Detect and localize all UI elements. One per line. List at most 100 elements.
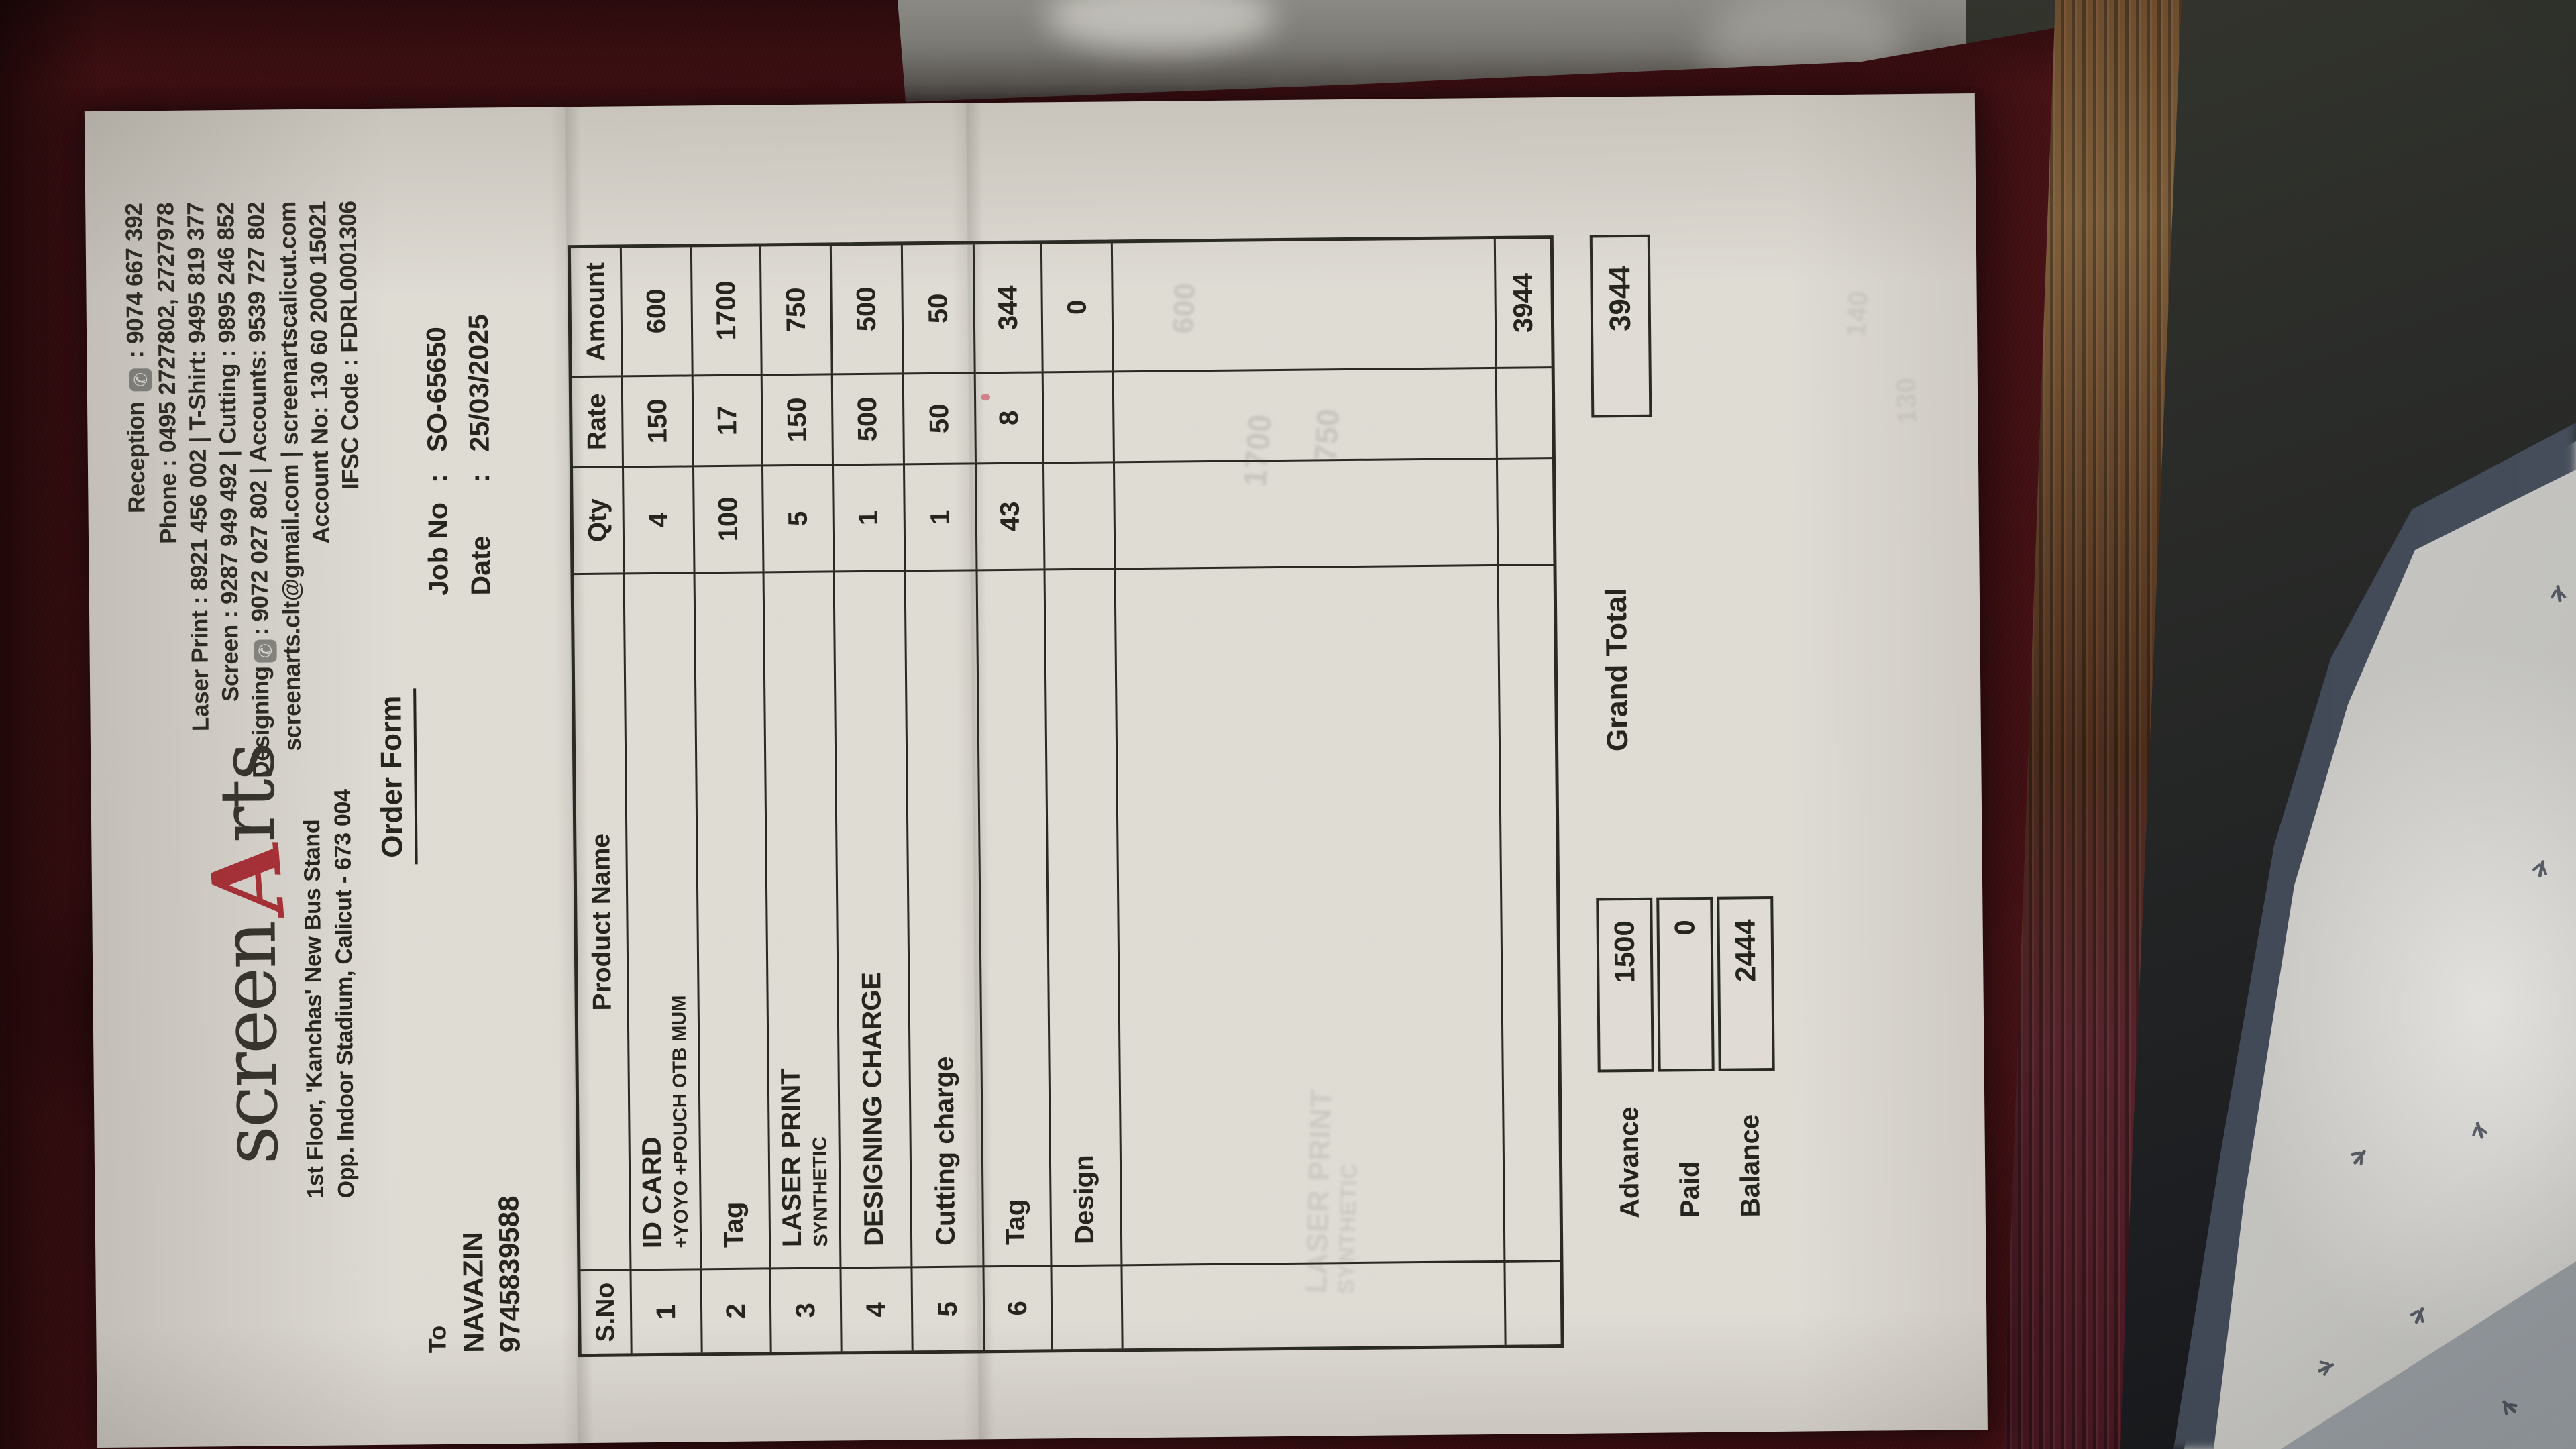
job-no-label: Job No [422,502,454,596]
product-subtext: SYNTHETIC [809,1136,833,1247]
col-header-rate: Rate [572,375,624,467]
contact-block: Reception ✆ : 9074 667 392 Phone : 0495 … [119,201,368,780]
cell-qty: 43 [976,462,1046,570]
cell-rate: 17 [693,374,763,466]
cell-product: Tag [977,568,1053,1266]
date-label: Date [464,535,496,596]
cell-product: DESIGNING CHARGE [835,570,913,1267]
col-header-qty: Qty [572,466,625,574]
cell-product: ID CARD +YOYO +POUCH OTB MUM [625,572,702,1269]
address-line: Opp. Indoor Stadium, Calicut - 673 004 [329,789,360,1199]
cell-qty: 100 [694,464,765,572]
ghost-line: LASER PRINT [1299,1088,1338,1294]
cell-sno: 6 [984,1265,1053,1350]
cell-qty: 4 [623,465,696,573]
colon: : [464,473,496,483]
empty-cell [1114,457,1499,568]
total-row-cell [1499,564,1560,1260]
balance-label: Balance [1735,1114,1766,1218]
customer-block: To NAVAZIN 9745839588 [418,1195,528,1353]
floor-highlight [1046,0,1275,54]
grand-total-label: Grand Total [1599,588,1635,752]
cell-product: Design [1045,568,1123,1265]
ink-speck [980,394,991,401]
empty-cell [1114,366,1498,462]
cell-rate: 50 [904,372,977,464]
items-table: S.No Product Name Qty Rate Amount 1 ID C… [567,235,1564,1358]
phone-icon: ✆ [254,639,277,663]
cell-amount: 600 [621,247,694,376]
carbon-ghost-text: 600 [1167,281,1202,335]
colon: : [422,474,453,484]
cell-qty [1044,461,1116,569]
cell-amount: 344 [974,244,1044,372]
cell-product: Cutting charge [906,569,985,1267]
carbon-ghost-text: 750 [1307,407,1346,463]
cell-rate: 150 [762,373,834,465]
cell-sno: 5 [912,1265,985,1351]
cell-amount: 500 [831,245,904,374]
form-title-wrap: Order Form [369,108,423,1445]
cell-amount: 750 [761,246,833,374]
contact-line-designing: Designing✆: 9072 027 802 | Accounts: 953… [241,201,278,778]
date-row: Date: 25/03/2025 [463,314,497,596]
cell-product: Tag [695,571,771,1269]
cell-sno: 4 [841,1266,914,1352]
total-row-cell [1497,457,1554,564]
cell-qty: 1 [904,462,978,570]
contact-line-ifsc: IFSC Code : FDRL0001306 [335,201,364,490]
total-row-cell [1505,1260,1561,1345]
cell-rate: 500 [833,372,905,464]
cell-qty: 1 [833,463,906,571]
cell-qty: 5 [763,464,835,572]
advance-box: 1500 [1596,897,1654,1073]
carbon-ghost-text: 140 [1841,290,1874,338]
phone-icon: ✆ [129,368,152,392]
address-line: 1st Floor, 'Kanchas' New Bus Stand [299,819,329,1199]
col-header-sno: S.No [580,1269,633,1354]
total-row-cell [1497,366,1552,458]
carbon-ghost-text: 130 [1890,376,1923,425]
grand-total-box: 3944 [1589,234,1652,418]
cell-sno [1052,1264,1124,1350]
logo-text: rts [203,743,292,843]
customer-name: NAVAZIN [456,1231,490,1353]
product-subtext: +YOYO +POUCH OTB MUM [668,995,693,1248]
cell-product: LASER PRINT SYNTHETIC [764,570,842,1268]
to-label: To [423,1325,451,1354]
product-name: DESIGNING CHARGE [857,971,890,1247]
product-name: Cutting charge [928,1056,961,1246]
date-value: 25/03/2025 [462,314,495,452]
cell-rate: 8 [975,371,1044,463]
product-name: Tag [1000,1199,1030,1246]
job-no-value: SO-65650 [420,326,453,453]
cell-amount: 50 [902,244,976,373]
carbon-ghost-text: 1700 [1236,412,1278,488]
cell-rate [1043,370,1115,462]
cell-sno: 3 [771,1267,843,1352]
paid-box: 0 [1656,896,1715,1072]
col-header-product: Product Name [574,572,632,1270]
cell-amount: 1700 [692,246,763,375]
paid-label: Paid [1675,1161,1705,1218]
address-block: 1st Floor, 'Kanchas' New Bus Stand Opp. … [297,789,362,1199]
product-name: Tag [718,1201,749,1248]
contact-text: : 9074 667 392 [121,203,149,365]
total-amount: 3944 [1508,272,1539,333]
col-header-amount: Amount [570,248,623,376]
cell-sno: 1 [631,1268,703,1354]
cell-rate: 150 [623,374,694,466]
contact-text: : 9072 027 802 | Accounts: 9539 727 802 [243,201,274,636]
contact-text: Reception [122,394,150,514]
product-name: Design [1069,1155,1099,1245]
logo-accent-letter: A [189,843,307,918]
job-no-row: Job No: SO-65650 [421,315,455,596]
advance-label: Advance [1614,1106,1645,1219]
ghost-line: SYNTHETIC [1333,1162,1362,1295]
cell-sno: 2 [702,1267,772,1353]
product-name: ID CARD [637,1136,668,1249]
contact-line-reception: Reception ✆ : 9074 667 392 [119,203,156,780]
brand-logo: screenArts [189,743,307,1165]
job-meta-block: Job No: SO-65650 Date: 25/03/2025 [421,314,508,596]
